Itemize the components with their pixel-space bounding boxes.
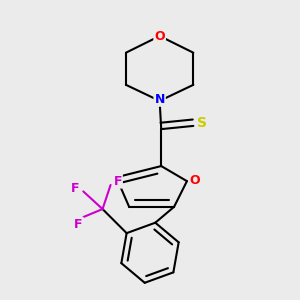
Text: F: F (71, 182, 80, 195)
Text: F: F (74, 218, 83, 231)
Text: S: S (197, 116, 207, 130)
Text: N: N (154, 93, 165, 106)
Text: O: O (190, 174, 200, 187)
Text: F: F (113, 175, 122, 188)
Text: O: O (154, 29, 165, 43)
